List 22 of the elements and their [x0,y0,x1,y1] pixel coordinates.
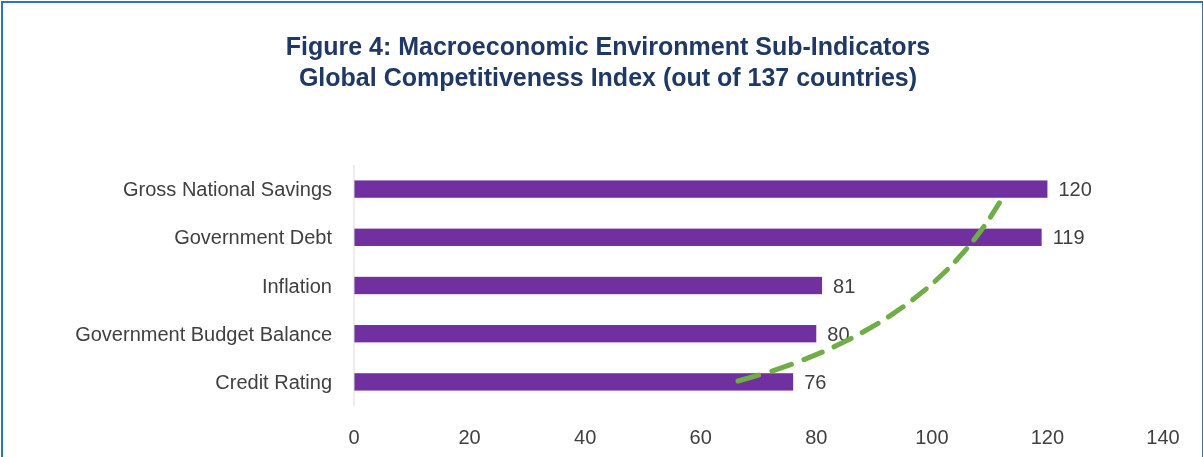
y-tick-label: Government Debt [174,226,333,249]
x-tick-label: 120 [1030,426,1065,448]
x-tick-label: 100 [915,426,949,448]
data-label: 120 [1058,178,1092,201]
chart-title: Figure 4: Macroeconomic Environment Sub-Indicators Global Competitiveness Index (out of 137 countries) [285,32,931,91]
y-tick-label: Gross National Savings [123,178,332,201]
data-label: 81 [833,274,856,297]
y-tick-label: Credit Rating [215,370,332,393]
data-label: 119 [1052,226,1085,249]
x-tick-label: 60 [689,426,712,448]
x-tick-label: 0 [348,426,360,448]
bar [354,373,794,391]
x-tick-label: 20 [458,426,481,448]
x-tick-label: 40 [574,426,597,448]
y-tick-label: Inflation [261,274,332,297]
y-tick-label: Government Budget Balance [75,322,332,345]
bar [354,325,817,343]
bar [354,180,1048,198]
x-tick-label: 80 [805,426,828,448]
data-label: 76 [804,370,827,393]
bar [354,276,823,295]
x-tick-label: 140 [1146,426,1180,448]
